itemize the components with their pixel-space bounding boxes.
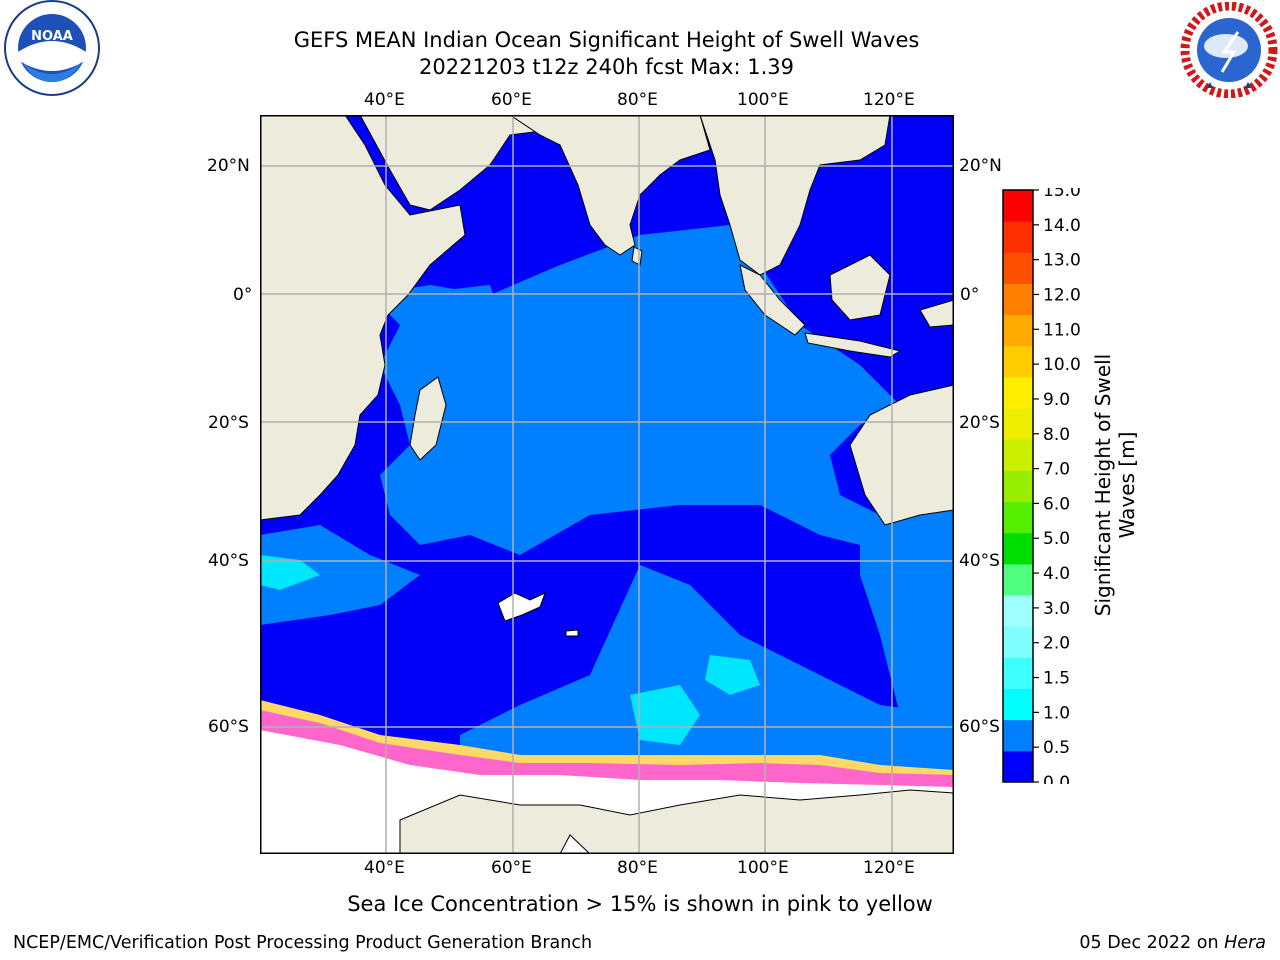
lat-label-left: 60°S bbox=[208, 717, 249, 737]
ocean-light-patch-2 bbox=[705, 655, 760, 695]
colorbar-tick-label: 13.0 bbox=[1043, 251, 1081, 271]
kerguelen-island bbox=[497, 592, 546, 622]
colorbar-segment bbox=[1003, 750, 1033, 783]
australia-land bbox=[849, 384, 954, 526]
ocean-light-patch-3 bbox=[260, 555, 320, 590]
lon-label-top: 100°E bbox=[737, 90, 789, 110]
colorbar-tick-label: 3.0 bbox=[1043, 599, 1070, 619]
footer-machine: Hera bbox=[1224, 933, 1266, 953]
lon-label-top: 40°E bbox=[364, 90, 405, 110]
colorbar-segment bbox=[1003, 719, 1033, 752]
lon-label-bottom: 120°E bbox=[863, 858, 915, 878]
colorbar-segment bbox=[1003, 376, 1033, 409]
colorbar-tick-label: 4.0 bbox=[1043, 564, 1070, 584]
footer-on: on bbox=[1196, 933, 1219, 953]
java-land bbox=[804, 332, 902, 358]
lat-label-right: 40°S bbox=[959, 551, 1000, 571]
lat-label-right: 60°S bbox=[959, 717, 1000, 737]
footer-date: 05 Dec 2022 on Hera bbox=[1079, 933, 1266, 953]
colorbar-segment bbox=[1003, 221, 1033, 253]
map-panel bbox=[260, 115, 954, 854]
colorbar-svg: 0.0 0.5 1.0 1.5 2.0 3.0 4.0 5.0 6.0 7.0 8.0 9.0 10.0… bbox=[1002, 181, 1081, 793]
colorbar-segment bbox=[1003, 626, 1033, 658]
se-asia-land bbox=[699, 115, 891, 276]
colorbar-segment bbox=[1003, 345, 1033, 378]
colorbar-tick-label: 2.0 bbox=[1043, 634, 1070, 654]
ocean-mid-west-strip bbox=[400, 285, 500, 355]
lon-label-bottom: 80°E bbox=[617, 858, 658, 878]
colorbar-tick-label: 15.0 bbox=[1043, 188, 1081, 201]
lon-label-bottom: 40°E bbox=[364, 858, 405, 878]
lat-label-right: 0° bbox=[960, 285, 980, 305]
lon-label-bottom: 60°E bbox=[491, 858, 532, 878]
colorbar-segment bbox=[1003, 314, 1033, 347]
footer-branch: NCEP/EMC/Verification Post Processing Pr… bbox=[13, 933, 593, 953]
lon-label-top: 120°E bbox=[863, 90, 915, 110]
colorbar-tick-label: 9.0 bbox=[1043, 390, 1070, 410]
colorbar-tick-label: 0.5 bbox=[1043, 738, 1070, 758]
colorbar-tick-label: 12.0 bbox=[1043, 285, 1081, 305]
colorbar-tick-label: 1.5 bbox=[1043, 669, 1070, 689]
colorbar-segment bbox=[1003, 190, 1033, 222]
lat-label-right: 20°N bbox=[959, 156, 1002, 176]
map-title: GEFS MEAN Indian Ocean Significant Heigh… bbox=[293, 28, 920, 52]
new-guinea-land bbox=[919, 299, 954, 328]
map-canvas bbox=[260, 115, 954, 854]
colorbar-segment bbox=[1003, 283, 1033, 316]
colorbar-tick-label: 5.0 bbox=[1043, 529, 1070, 549]
ocean-mid-se bbox=[860, 505, 954, 735]
colorbar-tick-label: 10.0 bbox=[1043, 355, 1081, 375]
colorbar-segment bbox=[1003, 501, 1033, 534]
map-frame bbox=[260, 115, 954, 854]
colorbar-segment bbox=[1003, 252, 1033, 284]
colorbar-frame bbox=[1002, 189, 1034, 783]
madagascar-land bbox=[409, 376, 447, 461]
map-subtitle: 20221203 t12z 240h fcst Max: 1.39 bbox=[419, 55, 794, 79]
colorbar-label-line1: Significant Height of Swell bbox=[1091, 353, 1115, 617]
ocean-light-patch-1 bbox=[630, 685, 700, 745]
heard-island bbox=[565, 629, 579, 637]
colorbar: 0.0 0.5 1.0 1.5 2.0 3.0 4.0 5.0 6.0 7.0 8.0 9.0 10.0… bbox=[1002, 181, 1102, 793]
colorbar-segment bbox=[1003, 563, 1033, 596]
africa-land bbox=[260, 115, 466, 521]
lon-label-bottom: 100°E bbox=[737, 858, 789, 878]
colorbar-tick-label: 0.0 bbox=[1043, 773, 1070, 784]
sea-ice-caption: Sea Ice Concentration > 15% is shown in … bbox=[347, 892, 933, 916]
lat-label-left: 20°S bbox=[208, 413, 249, 433]
colorbar-segment bbox=[1003, 408, 1033, 440]
antarctica-land bbox=[399, 789, 954, 854]
lon-label-top: 80°E bbox=[617, 90, 658, 110]
colorbar-tick-label: 1.0 bbox=[1043, 703, 1070, 723]
graticule bbox=[260, 115, 954, 854]
colorbar-tick-label: 11.0 bbox=[1043, 320, 1081, 340]
colorbar-segment bbox=[1003, 595, 1033, 627]
noaa-logo: NOAA bbox=[0, 0, 108, 100]
lat-label-left: 20°N bbox=[207, 156, 250, 176]
colorbar-segment bbox=[1003, 688, 1033, 721]
ocean-mid-sw bbox=[260, 525, 420, 625]
colorbar-tick-label: 7.0 bbox=[1043, 460, 1070, 480]
footer-date-text: 05 Dec 2022 bbox=[1079, 933, 1192, 953]
lat-label-left: 40°S bbox=[208, 551, 249, 571]
colorbar-tick-label: 6.0 bbox=[1043, 494, 1070, 514]
colorbar-tick-label: 8.0 bbox=[1043, 425, 1070, 445]
sri-lanka-land bbox=[631, 246, 643, 266]
colorbar-segment bbox=[1003, 470, 1033, 503]
lat-label-right: 20°S bbox=[959, 413, 1000, 433]
noaa-logo-text: NOAA bbox=[31, 29, 73, 44]
borneo-land bbox=[829, 254, 891, 321]
nws-logo bbox=[1180, 1, 1278, 99]
colorbar-segment bbox=[1003, 439, 1033, 471]
lat-label-left: 0° bbox=[233, 285, 253, 305]
lon-label-top: 60°E bbox=[491, 90, 532, 110]
colorbar-tick-label: 14.0 bbox=[1043, 216, 1081, 236]
colorbar-segment bbox=[1003, 532, 1033, 565]
colorbar-segment bbox=[1003, 657, 1033, 690]
india-land bbox=[509, 115, 711, 256]
colorbar-label-line2: Waves [m] bbox=[1115, 431, 1139, 539]
